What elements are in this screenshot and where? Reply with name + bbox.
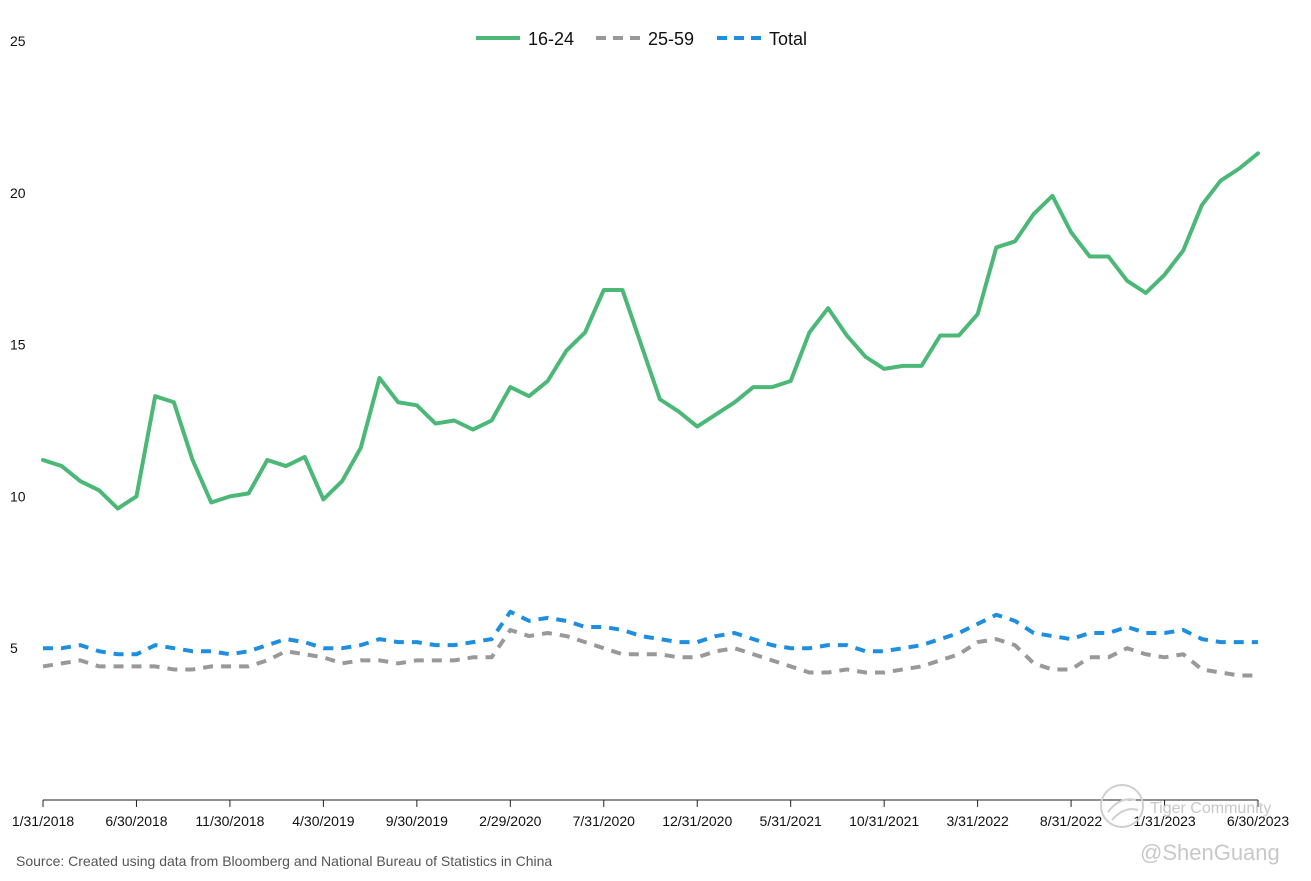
- legend-label: 16-24: [528, 29, 574, 49]
- watermark-handle: @ShenGuang: [1140, 840, 1280, 865]
- y-tick-label: 10: [10, 488, 26, 504]
- x-tick-label: 10/31/2021: [849, 813, 919, 829]
- x-tick-label: 8/31/2022: [1040, 813, 1102, 829]
- x-tick-label: 6/30/2023: [1227, 813, 1289, 829]
- series-line-25-59: [42, 627, 1258, 678]
- legend-label: 25-59: [648, 29, 694, 49]
- watermark: Tiger Community @ShenGuang: [1100, 784, 1280, 865]
- x-tick-label: 7/31/2020: [573, 813, 635, 829]
- y-tick-label: 20: [10, 185, 26, 201]
- legend-label: Total: [769, 29, 807, 49]
- series-layer: [41, 151, 1260, 678]
- x-tick-label: 5/31/2021: [760, 813, 822, 829]
- tiger-logo-icon: [1100, 784, 1144, 828]
- series-line-16-24: [41, 151, 1260, 511]
- y-axis: 5 10 15 20 25: [10, 33, 26, 656]
- watermark-community: Tiger Community: [1150, 800, 1271, 817]
- x-tick-label: 12/31/2020: [662, 813, 732, 829]
- y-tick-label: 5: [10, 640, 18, 656]
- x-tick-label: 2/29/2020: [479, 813, 541, 829]
- x-axis: 1/31/2018 6/30/2018 11/30/2018 4/30/2019 9/3…: [12, 799, 1289, 829]
- x-tick-label: 11/30/2018: [195, 813, 264, 829]
- legend: 16-24 25-59 Total: [476, 29, 807, 49]
- x-tick-label: 3/31/2022: [946, 813, 1008, 829]
- series-line-total: [43, 609, 1258, 657]
- x-tick-label: 1/31/2023: [1133, 813, 1195, 829]
- x-tick-label: 4/30/2019: [292, 813, 354, 829]
- x-tick-label: 9/30/2019: [386, 813, 448, 829]
- y-tick-label: 25: [10, 33, 26, 49]
- source-note: Source: Created using data from Bloomber…: [16, 853, 552, 869]
- x-tick-label: 6/30/2018: [105, 813, 167, 829]
- y-tick-label: 15: [10, 337, 26, 353]
- x-tick-label: 1/31/2018: [12, 813, 74, 829]
